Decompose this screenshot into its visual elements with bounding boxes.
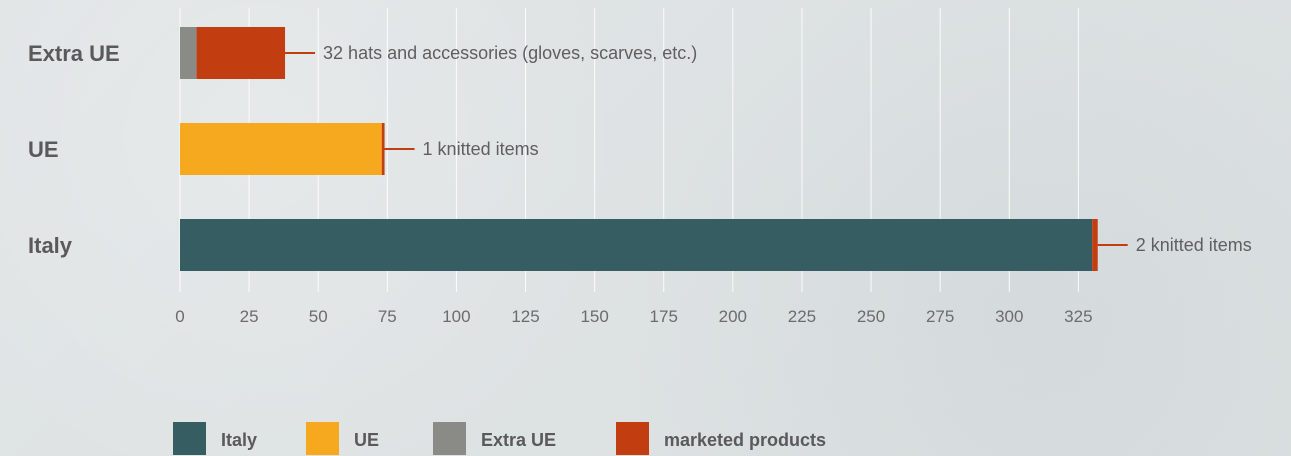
bar-segment xyxy=(180,27,197,79)
x-tick-label: 275 xyxy=(926,307,954,326)
category-label: Italy xyxy=(28,233,73,258)
bar-segment xyxy=(381,123,385,175)
legend-label: Extra UE xyxy=(481,430,556,450)
legend-label: Italy xyxy=(221,430,257,450)
x-tick-label: 225 xyxy=(788,307,816,326)
legend-label: UE xyxy=(354,430,379,450)
x-tick-label: 300 xyxy=(995,307,1023,326)
legend-swatch xyxy=(173,422,206,455)
x-tick-label: 125 xyxy=(511,307,539,326)
bars xyxy=(180,27,1098,271)
category-label: UE xyxy=(28,137,59,162)
x-tick-label: 325 xyxy=(1064,307,1092,326)
legend-swatch xyxy=(616,422,649,455)
bar-segment xyxy=(180,219,1093,271)
x-tick-label: 25 xyxy=(240,307,259,326)
legend: Italy UE Extra UE marketed products xyxy=(173,422,826,455)
x-tick-label: 200 xyxy=(719,307,747,326)
legend-label: marketed products xyxy=(664,430,826,450)
bar-segment xyxy=(196,27,286,79)
labels: 0 25 50 75 100 125 150 175 200 225 250 275 300 325 Ext… xyxy=(28,41,1252,326)
x-tick-label: 250 xyxy=(857,307,885,326)
legend-swatch xyxy=(433,422,466,455)
annotation-text: 32 hats and accessories (gloves, scarves… xyxy=(323,43,697,63)
x-tick-label: 100 xyxy=(442,307,470,326)
x-tick-label: 75 xyxy=(378,307,397,326)
bar-segment xyxy=(180,123,382,175)
x-tick-label: 150 xyxy=(580,307,608,326)
category-label: Extra UE xyxy=(28,41,120,66)
annotation-text: 2 knitted items xyxy=(1136,235,1252,255)
bar-segment xyxy=(1092,219,1098,271)
x-tick-label: 175 xyxy=(650,307,678,326)
x-tick-label: 50 xyxy=(309,307,328,326)
x-tick-label: 0 xyxy=(175,307,184,326)
legend-swatch xyxy=(306,422,339,455)
annotation-text: 1 knitted items xyxy=(423,139,539,159)
